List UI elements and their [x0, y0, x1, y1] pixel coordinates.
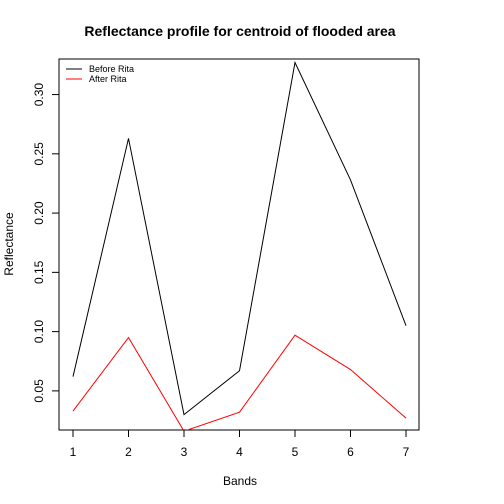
y-axis-label: Reflectance	[2, 212, 16, 276]
y-axis: 0.05 0.10 0.15 0.20 0.25 0.30	[32, 83, 60, 403]
x-tick-label: 1	[70, 445, 77, 459]
y-tick-label: 0.10	[32, 320, 46, 344]
x-tick-label: 3	[181, 445, 188, 459]
x-tick-label: 6	[347, 445, 354, 459]
legend-label: After Rita	[89, 74, 127, 84]
x-tick-label: 4	[236, 445, 243, 459]
series-line-before-rita	[72, 60, 407, 416]
series-line-after-rita	[72, 334, 407, 430]
series-lines	[72, 60, 407, 430]
x-axis-label: Bands	[223, 474, 257, 488]
y-tick-label: 0.30	[32, 83, 46, 107]
x-tick-label: 2	[125, 445, 132, 459]
chart-title: Reflectance profile for centroid of floo…	[84, 23, 395, 39]
x-tick-label: 7	[403, 445, 410, 459]
y-tick-label: 0.20	[32, 201, 46, 225]
plot-frame	[58, 58, 420, 431]
y-tick-label: 0.25	[32, 142, 46, 166]
y-tick-label: 0.05	[32, 379, 46, 403]
y-tick-label: 0.15	[32, 260, 46, 284]
legend-label: Before Rita	[89, 64, 134, 74]
x-axis: 1 2 3 4 5 6 7	[70, 429, 410, 459]
x-tick-label: 5	[292, 445, 299, 459]
